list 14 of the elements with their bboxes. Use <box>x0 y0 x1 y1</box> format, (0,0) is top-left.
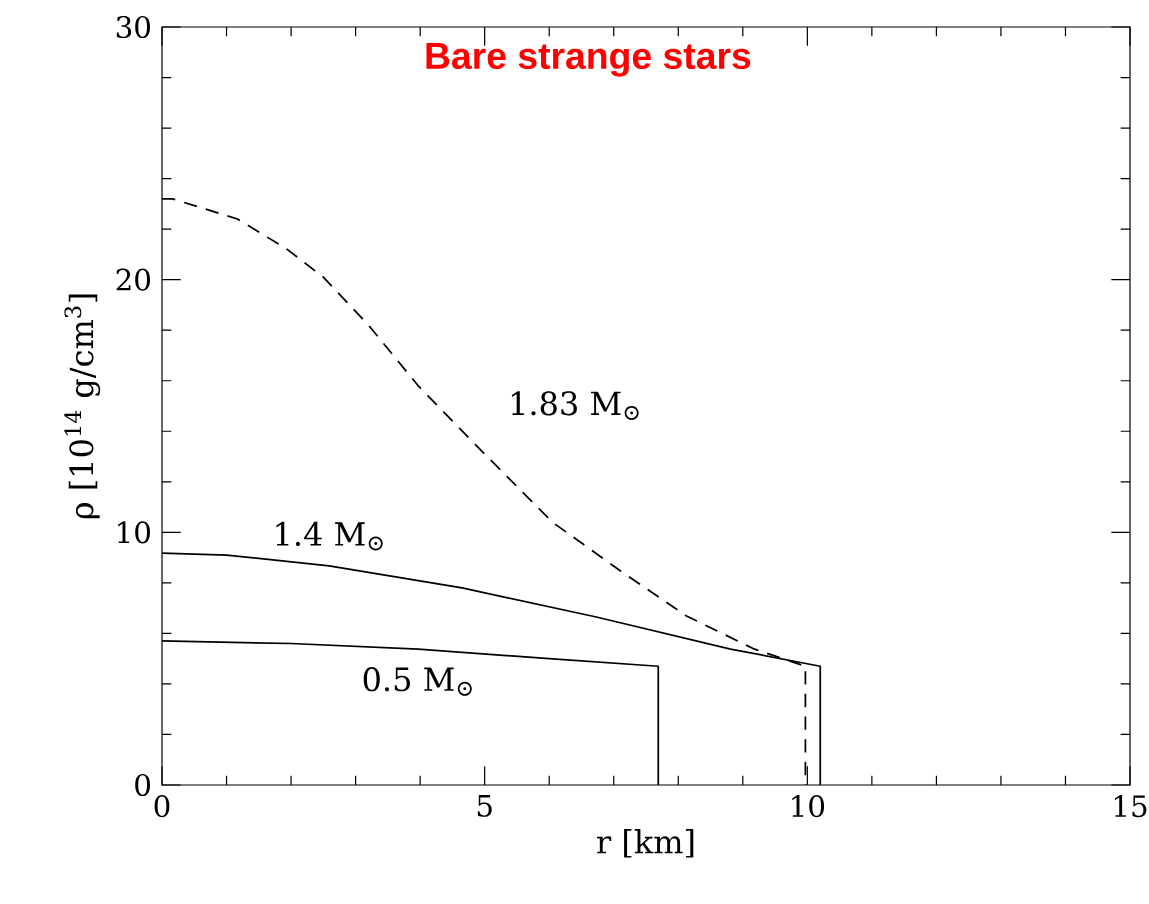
y-tick-label: 0 <box>135 773 150 797</box>
x-tick-label: 15 <box>1114 795 1147 818</box>
chart-title: Bare strange stars <box>426 43 751 77</box>
y-tick-label: 10 <box>118 521 150 544</box>
series-label: 1.83 M$_{⊙}$ <box>511 391 639 420</box>
x-tick-label: 10 <box>792 795 825 818</box>
series-label: 1.4 M$_{⊙}$ <box>276 521 383 551</box>
x-axis-title: r [km] <box>597 829 694 858</box>
x-tick-label: 0 <box>154 795 170 818</box>
series-label: 0.5 M$_{⊙}$ <box>363 667 472 696</box>
y-tick-label: 20 <box>116 268 150 291</box>
y-axis-title: ρ [10$^{14}$ g/cm$^{3}$] <box>64 294 101 519</box>
x-tick-label: 5 <box>477 795 492 817</box>
y-tick-label: 30 <box>116 15 150 39</box>
